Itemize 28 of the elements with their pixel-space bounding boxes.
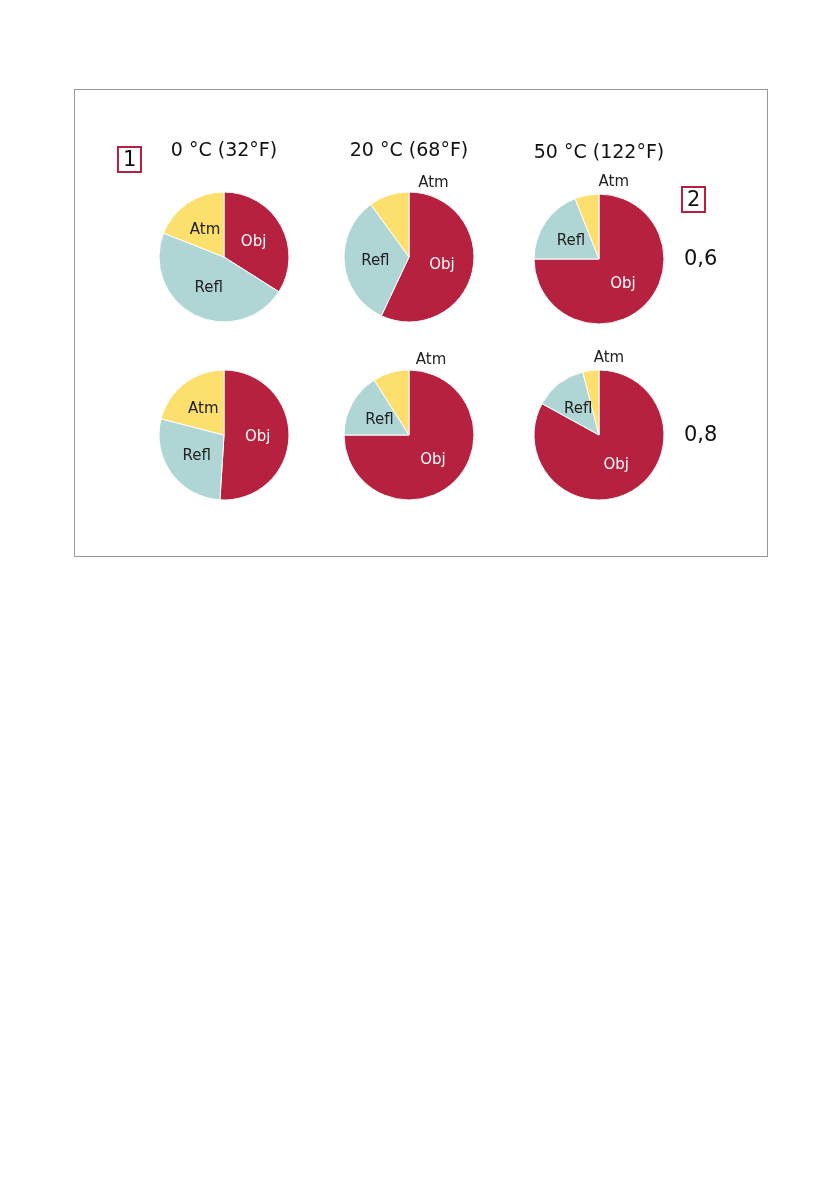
chart-title: 0 °C (32°F) xyxy=(170,138,278,160)
slice-label: Refl xyxy=(564,399,593,418)
slice-label: Atm xyxy=(415,350,447,369)
pie-slice xyxy=(533,369,665,501)
text: 0,6 xyxy=(684,246,718,270)
slice-label: Obj xyxy=(603,455,629,474)
slice-label: Refl xyxy=(365,409,394,428)
slice-label: Refl xyxy=(194,278,223,297)
number-box: 1 xyxy=(117,146,143,173)
slice-label: Refl xyxy=(361,251,390,270)
slice-label: Obj xyxy=(610,273,636,292)
chart-title: 50 °C (122°F) xyxy=(533,140,665,162)
slice-label: Obj xyxy=(420,449,446,468)
pie-slice xyxy=(533,193,665,325)
slice-label: Atm xyxy=(593,347,625,366)
chart-title: 20 °C (68°F) xyxy=(349,138,469,160)
slice-label: Obj xyxy=(240,231,267,250)
slice-label: Atm xyxy=(189,220,221,239)
pie-slice xyxy=(343,369,475,501)
slice-label: Atm xyxy=(188,399,219,418)
slice-label: Obj xyxy=(429,255,455,274)
slice-label: Refl xyxy=(556,231,586,249)
text: 0,8 xyxy=(684,422,718,446)
number-box: 2 xyxy=(681,186,707,213)
slice-label: Atm xyxy=(418,172,449,191)
slice-label: Atm xyxy=(598,172,630,191)
slice-label: Obj xyxy=(245,427,271,446)
slice-label: Refl xyxy=(182,445,211,464)
